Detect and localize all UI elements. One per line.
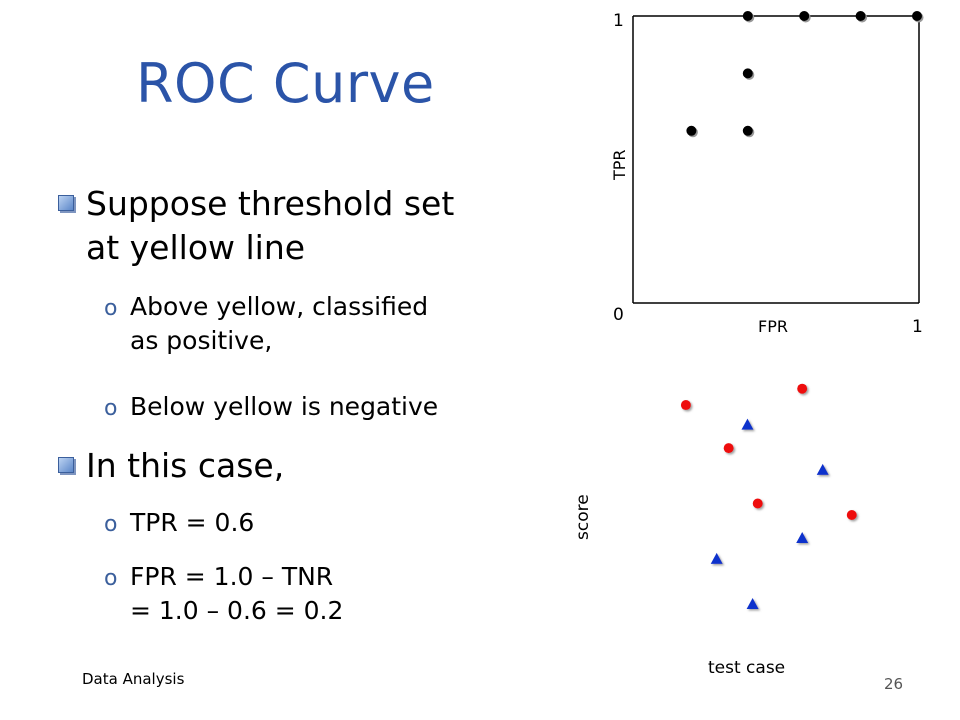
roc-tick-y-bottom: 0 — [613, 305, 624, 325]
bullet-2-line1: In this case, — [86, 446, 285, 485]
roc-point-7 — [912, 11, 922, 21]
slide-title: ROC Curve — [136, 52, 435, 115]
roc-point-1 — [686, 125, 697, 136]
bullet-1-line2: at yellow line — [86, 228, 306, 267]
sub-bullet-2-2-line2: = 1.0 – 0.6 = 0.2 — [130, 596, 344, 625]
negative-point-4 — [796, 531, 809, 543]
sub-bullet-marker-icon: o — [104, 512, 118, 537]
roc-tick-x-right: 1 — [912, 317, 923, 337]
roc-point-2 — [742, 125, 753, 136]
score-chart: score test case — [573, 360, 939, 678]
sub-bullet-1-1-line1: Above yellow, classified — [130, 292, 429, 321]
sub-bullet-1-1: Above yellow, classified as positive, — [130, 290, 428, 358]
sub-bullet-2-2: FPR = 1.0 – TNR = 1.0 – 0.6 = 0.2 — [130, 560, 343, 628]
sub-bullet-marker-icon: o — [104, 566, 118, 591]
sub-bullet-1-2-line1: Below yellow is negative — [130, 392, 439, 421]
roc-chart: 1 0 1 FPR TPR — [610, 11, 924, 337]
score-xlabel: test case — [708, 658, 785, 678]
sub-bullet-2-1: TPR = 0.6 — [130, 506, 254, 540]
bullet-1-line1: Suppose threshold set — [86, 184, 455, 223]
roc-ylabel: TPR — [610, 149, 629, 181]
bullet-2: In this case, — [86, 444, 284, 488]
roc-xlabel: FPR — [758, 317, 788, 336]
roc-point-6 — [855, 11, 866, 21]
roc-point-4 — [742, 11, 753, 21]
sub-bullet-2-1-line1: TPR = 0.6 — [130, 508, 255, 537]
positive-point-4 — [797, 383, 808, 394]
negative-point-1 — [741, 418, 754, 430]
sub-bullet-marker-icon: o — [104, 396, 118, 421]
bullet-1: Suppose threshold set at yellow line — [86, 182, 454, 270]
sub-bullet-2-2-line1: FPR = 1.0 – TNR — [130, 562, 334, 591]
negative-point-5 — [746, 597, 759, 609]
negative-point-2 — [816, 463, 829, 475]
sub-bullet-1-1-line2: as positive, — [130, 326, 273, 355]
negative-point-3 — [710, 552, 723, 564]
bullet-square-icon — [58, 457, 74, 473]
sub-bullet-marker-icon: o — [104, 296, 118, 321]
roc-points — [686, 11, 924, 138]
roc-point-3 — [742, 68, 753, 79]
footer-label: Data Analysis — [82, 670, 185, 688]
score-ylabel: score — [573, 494, 593, 540]
positive-point-1 — [680, 400, 691, 411]
roc-tick-y-top: 1 — [613, 11, 624, 31]
page-number: 26 — [884, 675, 904, 693]
score-points — [680, 383, 857, 609]
sub-bullet-1-2: Below yellow is negative — [130, 390, 438, 424]
positive-point-5 — [846, 509, 857, 520]
bullet-square-icon — [58, 195, 74, 211]
positive-point-3 — [752, 498, 763, 509]
positive-point-2 — [723, 443, 734, 454]
roc-point-5 — [799, 11, 810, 21]
